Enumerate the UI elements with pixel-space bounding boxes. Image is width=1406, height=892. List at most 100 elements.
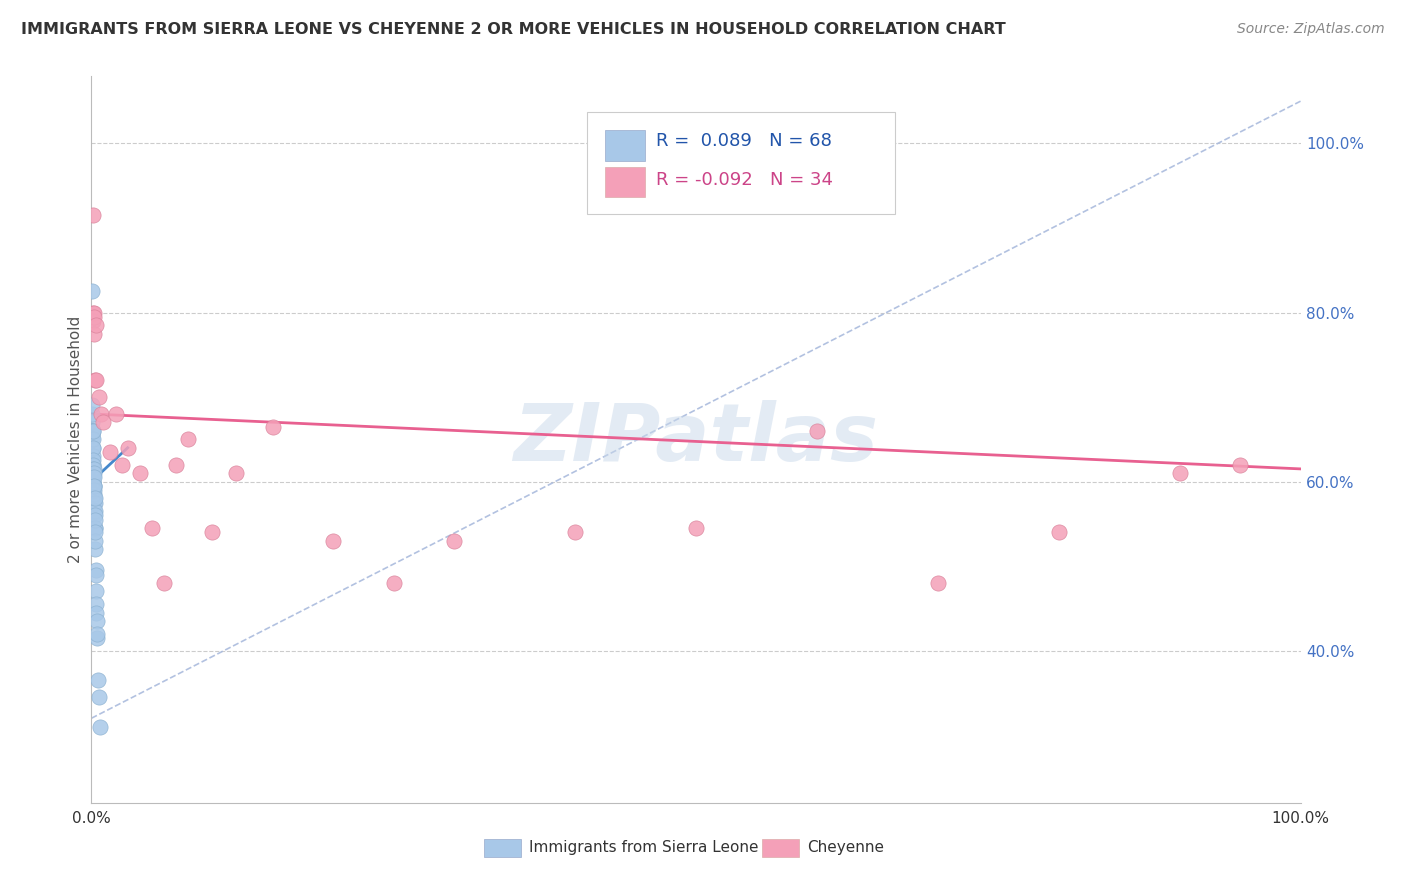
FancyBboxPatch shape [484,839,520,857]
Text: Source: ZipAtlas.com: Source: ZipAtlas.com [1237,22,1385,37]
Point [83,466,105,480]
Point [84,525,107,540]
Point [87,390,110,404]
Point [83,483,105,497]
Point [83,470,105,484]
Point [82,458,104,472]
Point [98,445,121,459]
Point [83,521,105,535]
Point [382,576,405,591]
Point [83,508,105,523]
Point [84,373,107,387]
Text: R = -0.092   N = 34: R = -0.092 N = 34 [657,170,834,189]
Point [82,314,104,328]
Point [82,479,104,493]
Point [83,504,105,518]
Point [128,466,150,480]
Y-axis label: 2 or more Vehicles in Household: 2 or more Vehicles in Household [67,316,83,563]
Point [82,458,104,472]
Point [1168,466,1191,480]
Point [83,462,105,476]
Point [262,419,284,434]
Point [806,424,828,438]
Point [82,441,104,455]
Point [82,305,104,319]
FancyBboxPatch shape [588,112,896,214]
Point [82,441,104,455]
Point [80,491,103,506]
Point [82,453,104,467]
Point [153,576,176,591]
Point [83,305,105,319]
Point [443,533,465,548]
Point [83,496,105,510]
Point [82,424,104,438]
Point [84,567,107,582]
Point [82,424,104,438]
Point [83,508,105,523]
Point [82,462,104,476]
Point [82,475,104,489]
Point [86,631,108,645]
Point [82,470,104,484]
Point [83,491,105,506]
Point [83,491,105,506]
Point [225,466,247,480]
Point [82,458,104,472]
Point [84,513,107,527]
Point [82,433,104,447]
Point [685,521,707,535]
Point [927,576,949,591]
Point [93,416,115,430]
Point [80,441,103,455]
Point [84,533,107,548]
Point [83,504,105,518]
Point [322,533,344,548]
Point [82,424,104,438]
Point [82,208,104,222]
Point [90,407,112,421]
Point [177,433,200,447]
Point [87,690,110,705]
FancyBboxPatch shape [605,130,645,161]
Text: IMMIGRANTS FROM SIERRA LEONE VS CHEYENNE 2 OR MORE VEHICLES IN HOUSEHOLD CORRELA: IMMIGRANTS FROM SIERRA LEONE VS CHEYENNE… [21,22,1005,37]
Point [82,399,104,413]
Point [82,424,104,438]
Text: Immigrants from Sierra Leone: Immigrants from Sierra Leone [529,840,759,855]
Point [82,470,104,484]
Point [83,479,105,493]
Point [83,326,105,341]
Point [83,479,105,493]
Text: Cheyenne: Cheyenne [807,840,884,855]
Point [82,475,104,489]
Point [80,428,103,442]
Point [83,496,105,510]
Point [86,626,108,640]
Point [201,525,224,540]
FancyBboxPatch shape [605,167,645,197]
Point [83,479,105,493]
Point [82,407,104,421]
Point [83,491,105,506]
Point [89,720,111,734]
Point [82,433,104,447]
Point [165,458,187,472]
Point [82,416,104,430]
Point [82,449,104,463]
Point [82,483,104,497]
Point [83,310,105,324]
Point [111,458,132,472]
Point [84,563,107,577]
Point [1047,525,1070,540]
Point [84,318,107,333]
Point [84,373,107,387]
Text: ZIPatlas: ZIPatlas [513,401,879,478]
Point [84,584,107,599]
Point [84,542,107,557]
Point [84,597,107,611]
Text: R =  0.089   N = 68: R = 0.089 N = 68 [657,131,832,150]
Point [80,441,103,455]
Point [82,453,104,467]
Point [80,475,103,489]
Point [564,525,586,540]
